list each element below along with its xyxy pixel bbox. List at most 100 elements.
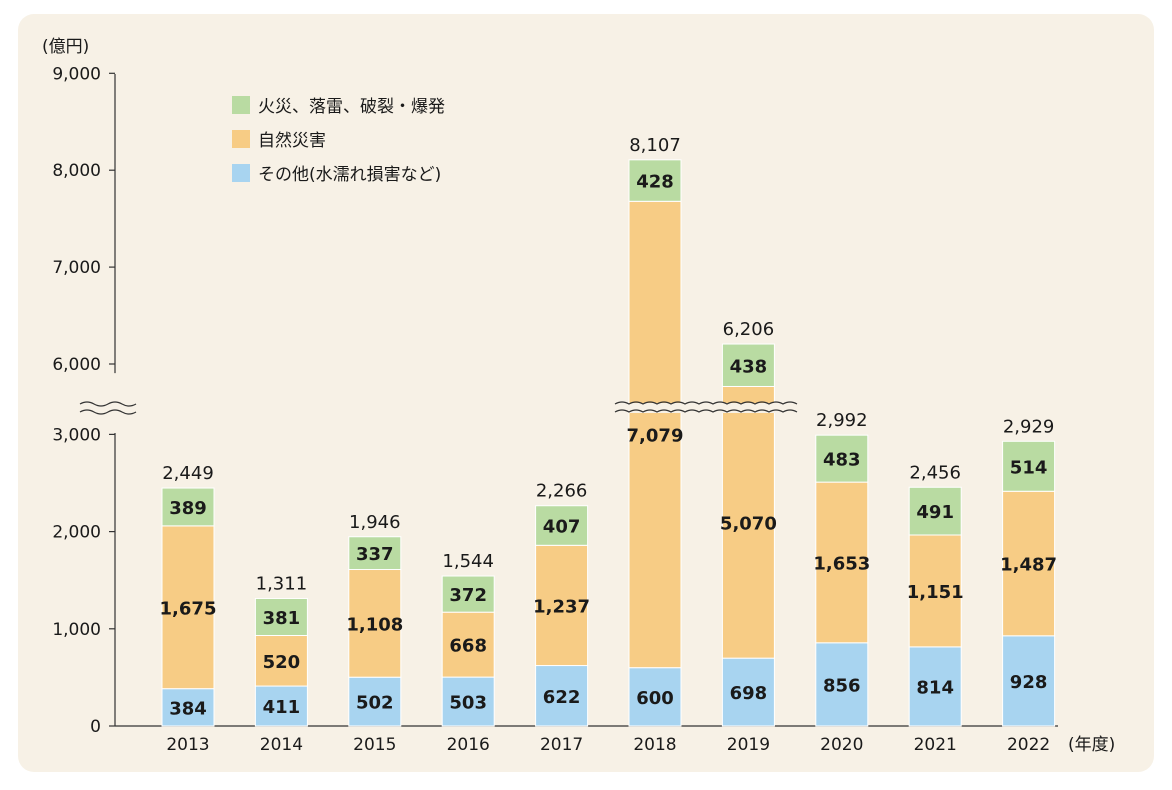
bar-value-label: 503 bbox=[449, 693, 487, 714]
bar-value-label: 1,487 bbox=[1000, 555, 1057, 576]
bar-segment bbox=[1002, 440, 1056, 492]
bar-segment bbox=[254, 685, 308, 727]
bar-value-label: 483 bbox=[823, 450, 861, 471]
bar-segment bbox=[254, 597, 308, 637]
x-tick-label: 2013 bbox=[166, 735, 209, 755]
bar-value-label: 491 bbox=[916, 502, 954, 523]
axis-break-mark-bottom bbox=[79, 409, 137, 415]
x-tick-label: 2019 bbox=[727, 735, 770, 755]
bar-segment bbox=[161, 525, 215, 690]
bar-value-label: 520 bbox=[263, 652, 301, 673]
legend-swatch bbox=[232, 130, 250, 148]
bar-total-label: 1,946 bbox=[349, 512, 401, 533]
bar-value-label: 372 bbox=[449, 585, 487, 606]
bar-segment bbox=[348, 676, 402, 727]
bar-segment bbox=[348, 536, 402, 571]
bar-break-gap bbox=[619, 403, 691, 414]
y-tick-label: 2,000 bbox=[52, 523, 101, 543]
bar-value-label: 7,079 bbox=[627, 425, 684, 446]
legend-label: その他(水濡れ損害など) bbox=[258, 165, 441, 185]
axis-break-gap bbox=[85, 402, 145, 415]
bar-value-label: 1,653 bbox=[813, 553, 870, 574]
bar-value-label: 1,237 bbox=[533, 596, 590, 617]
bar-value-label: 1,675 bbox=[160, 598, 217, 619]
bar-segment bbox=[815, 642, 869, 727]
bar-value-label: 502 bbox=[356, 693, 394, 714]
legend-label: 火災、落雷、破裂・爆発 bbox=[258, 97, 445, 117]
bar-value-label: 1,151 bbox=[907, 582, 964, 603]
bar-value-label: 600 bbox=[636, 688, 674, 709]
bar-value-label: 438 bbox=[730, 356, 768, 377]
bar-segment bbox=[161, 487, 215, 527]
bar-segment bbox=[908, 486, 962, 536]
bar-segment bbox=[535, 505, 589, 546]
bar-segment bbox=[721, 657, 775, 727]
bar-segment bbox=[721, 343, 775, 387]
x-tick-label: 2017 bbox=[540, 735, 583, 755]
bar-break-mark-top bbox=[614, 401, 798, 405]
bar-segment bbox=[535, 544, 589, 667]
bar-value-label: 407 bbox=[543, 517, 581, 538]
bar-total-label: 2,449 bbox=[162, 463, 214, 484]
bar-total-label: 8,107 bbox=[629, 135, 681, 156]
bar-total-label: 1,311 bbox=[256, 573, 308, 594]
x-tick-label: 2020 bbox=[820, 735, 863, 755]
x-tick-label: 2022 bbox=[1007, 735, 1050, 755]
legend-swatch bbox=[232, 164, 250, 182]
legend-swatch bbox=[232, 96, 250, 114]
bar-segment bbox=[535, 665, 589, 727]
bar-segment bbox=[628, 200, 682, 669]
bar-value-label: 428 bbox=[636, 172, 674, 193]
bar-value-label: 5,070 bbox=[720, 513, 777, 534]
bar-value-label: 856 bbox=[823, 675, 861, 696]
x-tick-label: 2015 bbox=[353, 735, 396, 755]
bar-total-label: 2,992 bbox=[816, 410, 868, 431]
bar-total-label: 2,929 bbox=[1003, 416, 1055, 437]
axis-break-mark-top bbox=[79, 401, 137, 407]
legend-label: 自然災害 bbox=[258, 131, 326, 151]
bar-segment bbox=[908, 534, 962, 648]
bar-segment bbox=[441, 676, 495, 727]
bar-segment bbox=[721, 385, 775, 659]
bar-value-label: 514 bbox=[1010, 457, 1048, 478]
bar-value-label: 411 bbox=[263, 697, 301, 718]
x-axis-unit: (年度) bbox=[1068, 735, 1115, 755]
bar-segment bbox=[815, 434, 869, 483]
bar-segment bbox=[628, 667, 682, 727]
y-tick-label: 6,000 bbox=[52, 355, 101, 375]
bar-break-mark-bottom bbox=[614, 409, 798, 413]
y-tick-label: 0 bbox=[90, 717, 101, 737]
bar-value-label: 389 bbox=[169, 498, 207, 519]
bar-value-label: 1,108 bbox=[346, 614, 403, 635]
y-tick-label: 8,000 bbox=[52, 161, 101, 181]
bar-value-label: 698 bbox=[730, 683, 768, 704]
bar-value-label: 622 bbox=[543, 687, 581, 708]
bar-segment bbox=[815, 481, 869, 644]
bar-segment bbox=[441, 575, 495, 613]
bar-total-label: 2,456 bbox=[909, 462, 961, 483]
bar-value-label: 384 bbox=[169, 698, 207, 719]
bar-segment bbox=[1002, 490, 1056, 637]
x-tick-label: 2018 bbox=[633, 735, 676, 755]
y-tick-label: 7,000 bbox=[52, 258, 101, 278]
bar-break-gap bbox=[712, 403, 785, 414]
bar-total-label: 2,266 bbox=[536, 481, 588, 502]
bar-total-label: 6,206 bbox=[723, 319, 775, 340]
bar-segment bbox=[908, 646, 962, 727]
x-tick-label: 2021 bbox=[914, 735, 957, 755]
bar-segment bbox=[348, 569, 402, 678]
bar-value-label: 814 bbox=[916, 677, 954, 698]
bar-value-label: 928 bbox=[1010, 672, 1048, 693]
y-tick-label: 9,000 bbox=[52, 64, 101, 84]
y-tick-label: 1,000 bbox=[52, 620, 101, 640]
y-tick-label: 3,000 bbox=[52, 425, 101, 445]
bar-value-label: 668 bbox=[449, 636, 487, 657]
bar-value-label: 337 bbox=[356, 544, 394, 565]
x-tick-label: 2014 bbox=[260, 735, 303, 755]
x-tick-label: 2016 bbox=[447, 735, 490, 755]
bar-total-label: 1,544 bbox=[442, 551, 494, 572]
bar-segment bbox=[628, 159, 682, 202]
bar-value-label: 381 bbox=[263, 608, 301, 629]
